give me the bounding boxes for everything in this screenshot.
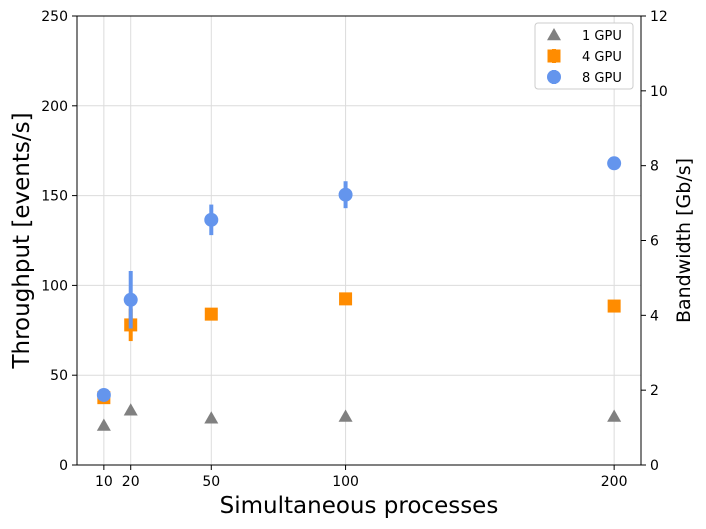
y2-tick-label: 8 — [650, 159, 659, 175]
x-axis-label: Simultaneous processes — [220, 493, 499, 519]
x-axis-ticks: 10 20 50 100 200 — [95, 465, 628, 490]
y2-axis-ticks: 0 2 4 6 8 10 12 — [641, 9, 668, 474]
y-tick-label: 0 — [59, 458, 68, 474]
y2-tick-label: 4 — [650, 308, 659, 324]
plot-area — [77, 16, 641, 465]
legend-label: 4 GPU — [582, 50, 622, 65]
data-point — [204, 307, 218, 321]
y2-axis-label: Bandwidth [Gb/s] — [673, 158, 695, 323]
data-point — [204, 411, 219, 424]
data-point — [338, 409, 353, 422]
x-tick-label: 20 — [122, 474, 140, 490]
data-point — [123, 403, 138, 416]
data-point — [339, 292, 353, 306]
y-tick-label: 50 — [50, 368, 68, 384]
y2-tick-label: 0 — [650, 458, 659, 474]
legend: 1 GPU 4 GPU 8 GPU — [534, 22, 634, 90]
legend-label: 8 GPU — [582, 71, 622, 86]
legend-marker — [547, 28, 561, 41]
y-tick-label: 100 — [41, 278, 68, 294]
data-point — [123, 292, 138, 307]
data-point — [607, 156, 622, 171]
data-point — [204, 212, 219, 227]
y-axis-label: Throughput [events/s] — [9, 112, 35, 369]
data-point — [338, 187, 353, 202]
series-circle — [96, 156, 622, 402]
series-layer — [96, 156, 622, 431]
legend-marker — [547, 49, 561, 63]
legend-label: 1 GPU — [582, 29, 622, 44]
x-tick-label: 50 — [202, 474, 220, 490]
y2-tick-label: 2 — [650, 383, 659, 399]
x-tick-label: 200 — [601, 474, 628, 490]
x-tick-label: 10 — [95, 474, 113, 490]
data-point — [96, 418, 111, 431]
y2-tick-label: 12 — [650, 9, 668, 25]
data-point — [607, 409, 622, 422]
y-tick-label: 150 — [41, 189, 68, 205]
y-tick-label: 250 — [41, 9, 68, 25]
data-point — [96, 387, 111, 402]
y-tick-label: 200 — [41, 99, 68, 115]
data-point — [607, 299, 621, 313]
y2-tick-label: 6 — [650, 234, 659, 250]
series-triangle — [96, 403, 622, 431]
legend-marker — [547, 70, 561, 84]
y2-tick-label: 10 — [650, 84, 668, 100]
x-tick-label: 100 — [332, 474, 359, 490]
y-axis-ticks: 0 50 100 150 200 250 — [41, 9, 77, 474]
